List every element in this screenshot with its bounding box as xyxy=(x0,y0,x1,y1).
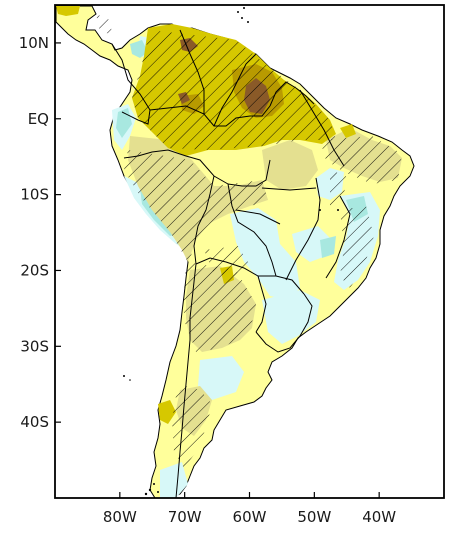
lon-tick-label: 60W xyxy=(233,508,267,526)
lon-tick-label: 40W xyxy=(362,508,396,526)
lon-tick-label: 70W xyxy=(168,508,202,526)
coastal-islands xyxy=(123,7,339,496)
significance-hatch xyxy=(96,14,402,468)
lat-tick-label: EQ xyxy=(28,110,49,128)
longitude-axis: 80W 70W 60W 50W 40W xyxy=(103,492,396,526)
country-borders xyxy=(111,29,351,498)
lon-tick-label: 80W xyxy=(103,508,137,526)
latitude-axis: 10N EQ 10S 20S 30S 40S xyxy=(19,34,61,431)
lon-tick-label: 50W xyxy=(297,508,331,526)
lat-tick-label: 40S xyxy=(20,413,49,431)
lat-tick-label: 30S xyxy=(20,337,49,355)
lat-tick-label: 10N xyxy=(19,34,49,52)
lat-tick-label: 20S xyxy=(20,261,49,279)
lat-tick-label: 10S xyxy=(20,186,49,204)
